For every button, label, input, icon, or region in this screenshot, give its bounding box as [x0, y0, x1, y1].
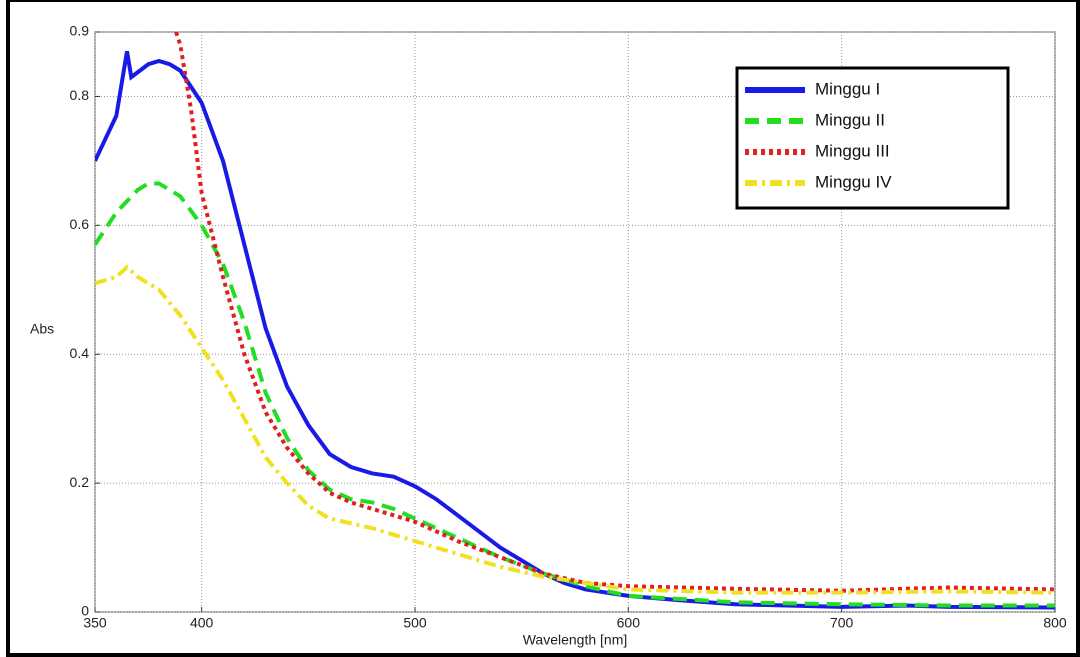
y-axis-label: Abs — [30, 321, 54, 337]
x-tick-label: 500 — [403, 615, 427, 631]
y-tick-label: 0 — [81, 603, 89, 619]
y-tick-label: 0.2 — [70, 474, 90, 490]
x-tick-label: 600 — [617, 615, 641, 631]
legend-label: Minggu III — [815, 141, 890, 160]
x-tick-label: 800 — [1043, 615, 1067, 631]
series-line — [95, 264, 1055, 595]
legend-label: Minggu I — [815, 79, 880, 98]
x-tick-label: 700 — [830, 615, 854, 631]
lines — [95, 32, 1055, 610]
x-tick-label: 400 — [190, 615, 214, 631]
legend-label: Minggu IV — [815, 172, 892, 191]
y-tick-label: 0.6 — [70, 216, 90, 232]
x-tick-label: 350 — [83, 615, 107, 631]
legend-label: Minggu II — [815, 110, 885, 129]
legend: Minggu I Minggu II Minggu III Minggu IV — [735, 66, 1010, 210]
y-tick-label: 0.8 — [70, 87, 90, 103]
series-line — [95, 181, 1055, 608]
series-line — [174, 32, 1055, 593]
x-axis-label: Wavelength [nm] — [523, 632, 628, 648]
frame — [6, 0, 1080, 657]
y-tick-label: 0.9 — [70, 23, 90, 39]
y-tick-label: 0.4 — [70, 345, 90, 361]
